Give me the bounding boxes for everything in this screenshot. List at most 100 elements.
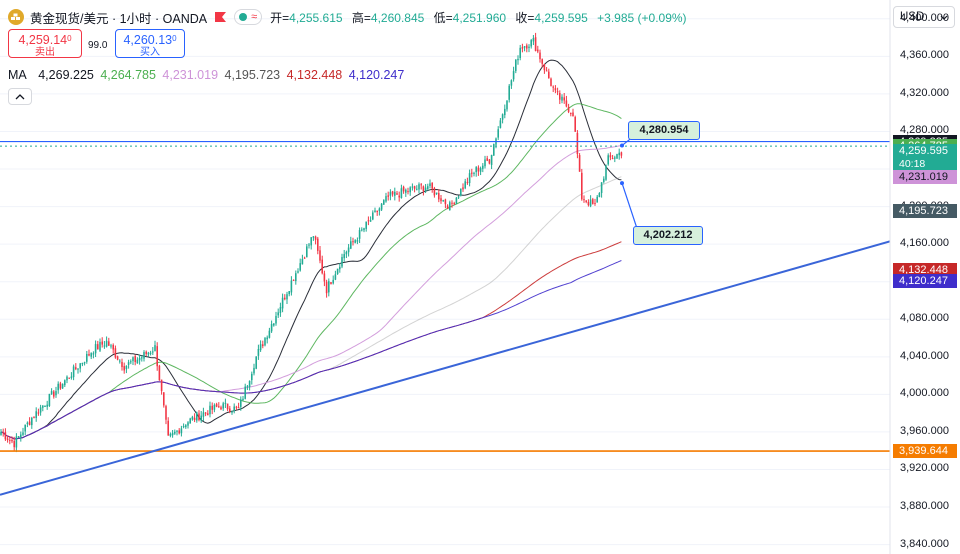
candle-body <box>253 367 255 374</box>
sell-button[interactable]: 4,259.140 卖出 <box>8 29 82 58</box>
ma-legend[interactable]: MA 4,269.225 4,264.785 4,231.019 4,195.7… <box>8 68 407 82</box>
price-tag: 4,195.723 <box>893 203 957 218</box>
candle-body <box>380 203 383 210</box>
candle-body <box>68 377 70 379</box>
price-tag-value: 4,259.595 <box>899 144 948 157</box>
candle-body <box>229 408 231 412</box>
candle-body <box>141 357 143 359</box>
currency-select[interactable]: USD <box>893 6 955 28</box>
candle-body <box>46 404 48 407</box>
candle-body <box>537 49 539 52</box>
buy-label: 买入 <box>140 47 160 58</box>
candle-body <box>167 420 169 436</box>
candle-body <box>149 352 152 354</box>
candle-body <box>233 406 235 411</box>
candle-body <box>563 97 565 101</box>
candle-body <box>453 203 455 205</box>
candle-body <box>237 407 240 409</box>
candle-body <box>163 392 165 406</box>
candle-body <box>180 428 183 434</box>
candle-body <box>449 202 451 211</box>
price-tick-label: 3,880.000 <box>900 500 949 513</box>
candle-body <box>244 386 246 399</box>
candle-body <box>330 282 332 285</box>
callout-anchor <box>620 181 624 186</box>
candle-body <box>431 182 433 189</box>
candle-body <box>398 195 400 198</box>
candle-body <box>554 88 557 91</box>
candle-body <box>354 240 356 243</box>
candle-body <box>97 344 99 350</box>
candle-body <box>147 352 150 355</box>
candle-body <box>55 391 57 396</box>
candle-body <box>543 63 546 71</box>
price-tick-label: 4,400.000 <box>900 11 949 24</box>
symbol-title[interactable]: 黄金现货/美元 · 1小时 · OANDA <box>30 11 208 26</box>
price-tag-value: 3,939.644 <box>899 445 948 458</box>
candle-body <box>143 352 145 359</box>
open-label: 开= <box>270 10 290 25</box>
candle-body <box>182 425 185 428</box>
price-tick-label: 4,280.000 <box>900 124 949 137</box>
candle-body <box>336 268 339 275</box>
candle-body <box>589 199 592 207</box>
candle-body <box>572 112 574 117</box>
candle-body <box>332 279 334 284</box>
price-callout[interactable]: 4,202.212 <box>633 226 703 246</box>
buy-button[interactable]: 4,260.130 买入 <box>115 29 185 58</box>
candle-body <box>389 191 392 196</box>
candle-body <box>132 357 134 362</box>
candle-body <box>479 168 482 172</box>
candle-body <box>471 172 473 174</box>
candle-body <box>552 86 554 88</box>
candle-body <box>592 199 594 204</box>
ma-line-5 <box>0 241 622 440</box>
price-tag-value: 4,120.247 <box>899 275 948 288</box>
price-tag: 4,231.019 <box>893 170 957 185</box>
candle-body <box>598 193 601 198</box>
candle-body <box>407 191 409 193</box>
high-label: 高= <box>351 10 371 25</box>
candle-body <box>369 220 372 222</box>
candle-body <box>444 199 447 205</box>
candle-body <box>352 241 354 243</box>
ma-line-2 <box>0 103 622 440</box>
candle-body <box>204 412 207 414</box>
candle-body <box>297 271 299 273</box>
flag-icon[interactable] <box>215 12 227 22</box>
candle-body <box>576 132 579 155</box>
candle-body <box>457 196 460 198</box>
candle-body <box>402 186 405 192</box>
candle-body <box>405 189 407 193</box>
chevron-down-icon <box>940 15 948 20</box>
price-callout[interactable]: 4,280.954 <box>628 120 700 140</box>
candle-body <box>367 220 370 222</box>
candle-body <box>2 432 4 434</box>
candle-body <box>165 406 167 420</box>
callout-anchor <box>620 143 624 148</box>
candle-body <box>418 184 420 190</box>
candle-body <box>257 349 260 356</box>
candle-body <box>605 165 607 180</box>
buy-price: 4,260.13 <box>123 33 173 47</box>
candle-body <box>490 154 493 165</box>
candle-body <box>31 417 33 426</box>
candle-body <box>356 240 359 242</box>
candle-body <box>20 434 22 438</box>
candle-body <box>116 356 119 360</box>
candle-body <box>255 356 257 369</box>
candle-body <box>510 80 513 86</box>
market-status-pill[interactable]: ≈ <box>234 9 263 25</box>
price-tag-value: 4,195.723 <box>899 204 948 217</box>
collapse-legend-button[interactable] <box>8 88 32 105</box>
candle-body <box>550 78 552 86</box>
candle-body <box>515 59 517 71</box>
candle-body <box>325 281 328 294</box>
candle-body <box>295 273 297 282</box>
candle-body <box>101 341 103 345</box>
candle-body <box>279 307 282 313</box>
candle-body <box>574 117 576 132</box>
candle-body <box>242 398 244 401</box>
rising-trendline[interactable] <box>0 240 891 496</box>
